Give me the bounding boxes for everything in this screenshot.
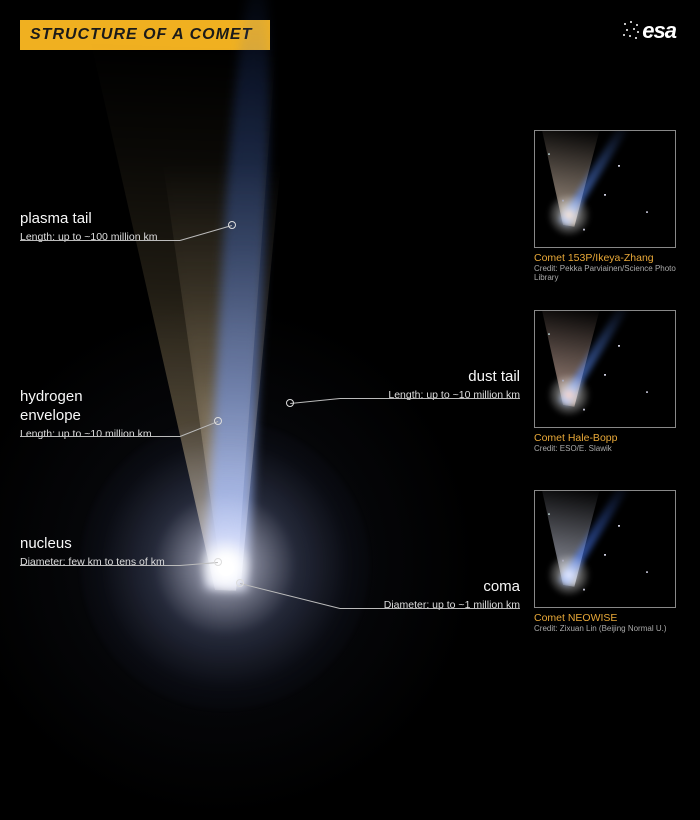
- thumbnail-2-credit: Credit: Zixuan Lin (Beijing Normal U.): [534, 624, 676, 633]
- thumbnail-1-credit: Credit: ESO/E. Slawik: [534, 444, 676, 453]
- label-coma-title: coma: [340, 578, 520, 597]
- label-nucleus: nucleus Diameter: few km to tens of km: [20, 535, 165, 569]
- label-dust: dust tail Length: up to ~10 million km: [340, 368, 520, 402]
- label-hydrogen-dot-icon: [214, 417, 222, 425]
- thumbnail-1-image: [534, 310, 676, 428]
- thumbnail-0-image: [534, 130, 676, 248]
- title-banner: STRUCTURE OF A COMET: [20, 20, 270, 50]
- plasma-tail-shape: [205, 0, 280, 591]
- thumbnail-1: Comet Hale-BoppCredit: ESO/E. Slawik: [534, 310, 676, 453]
- label-dust-leader: [290, 398, 340, 404]
- label-plasma-dot-icon: [228, 221, 236, 229]
- thumbnail-2: Comet NEOWISECredit: Zixuan Lin (Beijing…: [534, 490, 676, 633]
- label-hydrogen-title: hydrogen envelope: [20, 388, 152, 426]
- label-plasma-title: plasma tail: [20, 210, 157, 229]
- label-nucleus-title: nucleus: [20, 535, 165, 554]
- label-dust-dot-icon: [286, 399, 294, 407]
- label-plasma-underline: [20, 240, 180, 241]
- label-coma-leader: [240, 583, 340, 609]
- esa-logo-text: esa: [642, 18, 676, 44]
- thumbnail-0: Comet 153P/Ikeya-ZhangCredit: Pekka Parv…: [534, 130, 676, 282]
- esa-logo: esa: [622, 18, 676, 44]
- dust-tail-inner: [141, 120, 382, 580]
- label-coma: coma Diameter: up to ~1 million km: [340, 578, 520, 612]
- label-hydrogen-sub: Length: up to ~10 million km: [20, 428, 152, 441]
- label-nucleus-underline: [20, 565, 180, 566]
- label-plasma-sub: Length: up to ~100 million km: [20, 231, 157, 244]
- label-hydrogen: hydrogen envelope Length: up to ~10 milli…: [20, 388, 152, 441]
- thumbnail-2-caption: Comet NEOWISE: [534, 612, 676, 624]
- thumbnail-2-image: [534, 490, 676, 608]
- thumbnail-0-caption: Comet 153P/Ikeya-Zhang: [534, 252, 676, 264]
- label-nucleus-leader: [180, 562, 218, 566]
- label-hydrogen-underline: [20, 436, 180, 437]
- label-dust-underline: [340, 398, 520, 399]
- label-coma-sub: Diameter: up to ~1 million km: [340, 599, 520, 612]
- label-hydrogen-leader: [180, 421, 218, 437]
- label-dust-title: dust tail: [340, 368, 520, 387]
- label-plasma: plasma tail Length: up to ~100 million km: [20, 210, 157, 244]
- label-dust-sub: Length: up to ~10 million km: [340, 389, 520, 402]
- thumbnail-0-credit: Credit: Pekka Parviainen/Science Photo L…: [534, 264, 676, 282]
- label-coma-dot-icon: [236, 579, 244, 587]
- label-plasma-leader: [180, 225, 232, 241]
- label-coma-underline: [340, 608, 520, 609]
- label-nucleus-sub: Diameter: few km to tens of km: [20, 556, 165, 569]
- label-nucleus-dot-icon: [214, 558, 222, 566]
- thumbnail-1-caption: Comet Hale-Bopp: [534, 432, 676, 444]
- esa-logo-dots-icon: [622, 20, 640, 42]
- dust-tail-shape: [12, 40, 478, 599]
